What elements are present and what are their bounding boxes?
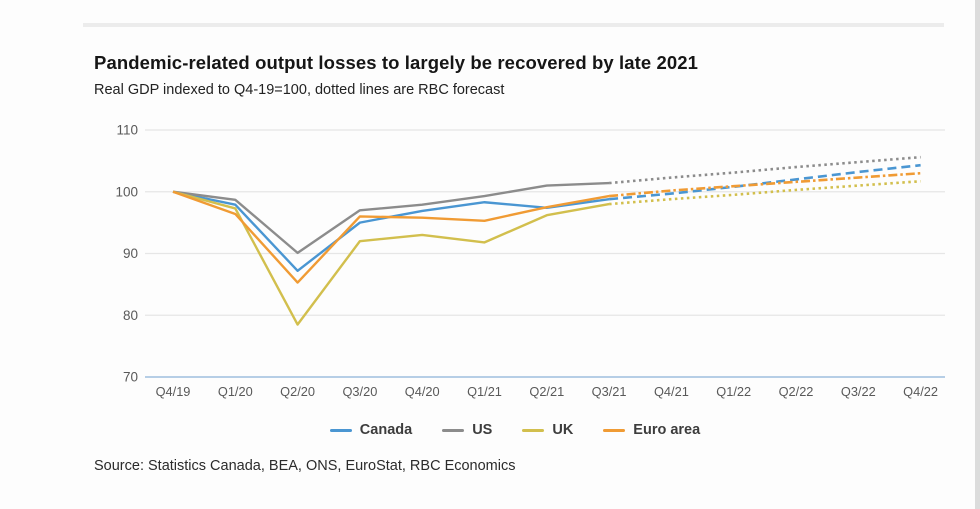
legend-label-us: US [472, 422, 493, 438]
legend-label-euro-area: Euro area [633, 422, 701, 438]
y-tick-label: 80 [123, 308, 138, 323]
legend-item-euro-area: Euro area [603, 422, 700, 438]
legend-swatch-uk [522, 428, 545, 432]
series-forecast-line-us [608, 155, 921, 185]
chart-subtitle: Real GDP indexed to Q4-19=100, dotted li… [94, 82, 505, 98]
page-scroll-edge [975, 0, 980, 509]
legend-label-uk: UK [552, 422, 574, 438]
x-tick-label: Q1/21 [467, 384, 502, 399]
x-tick-label: Q4/20 [405, 384, 440, 399]
series-line-euro-area [172, 190, 610, 284]
x-tick-label: Q3/22 [841, 384, 876, 399]
x-tick-label: Q3/21 [592, 384, 627, 399]
legend-swatch-euro-area [603, 428, 626, 432]
y-tick-label: 110 [116, 123, 138, 138]
chart-legend: Canada US UK Euro area [50, 418, 980, 442]
y-tick-label: 100 [115, 184, 138, 199]
x-tick-label: Q2/21 [529, 384, 564, 399]
series-forecast-line-uk [608, 179, 921, 206]
series-forecast-line-canada [608, 163, 921, 201]
source-note: Source: Statistics Canada, BEA, ONS, Eur… [94, 458, 516, 474]
x-tick-label: Q4/22 [903, 384, 938, 399]
legend-swatch-canada [329, 428, 352, 432]
x-tick-label: Q4/19 [156, 384, 191, 399]
legend-swatch-us [442, 428, 465, 432]
x-tick-label: Q3/20 [342, 384, 377, 399]
x-tick-label: Q1/20 [218, 384, 253, 399]
legend-label-canada: Canada [359, 422, 413, 438]
legend-item-us: US [442, 422, 492, 438]
series-line-us [172, 181, 610, 255]
y-tick-label: 70 [123, 370, 138, 385]
x-tick-label: Q4/21 [654, 384, 689, 399]
y-tick-label: 90 [123, 246, 138, 261]
legend-item-uk: UK [522, 422, 573, 438]
legend-item-canada: Canada [329, 422, 413, 438]
series-line-uk [172, 190, 610, 326]
x-tick-label: Q2/22 [779, 384, 814, 399]
x-tick-label: Q1/22 [716, 384, 751, 399]
chart-title: Pandemic-related output losses to largel… [94, 52, 699, 73]
card-top-border [83, 23, 944, 27]
x-tick-label: Q2/20 [280, 384, 315, 399]
